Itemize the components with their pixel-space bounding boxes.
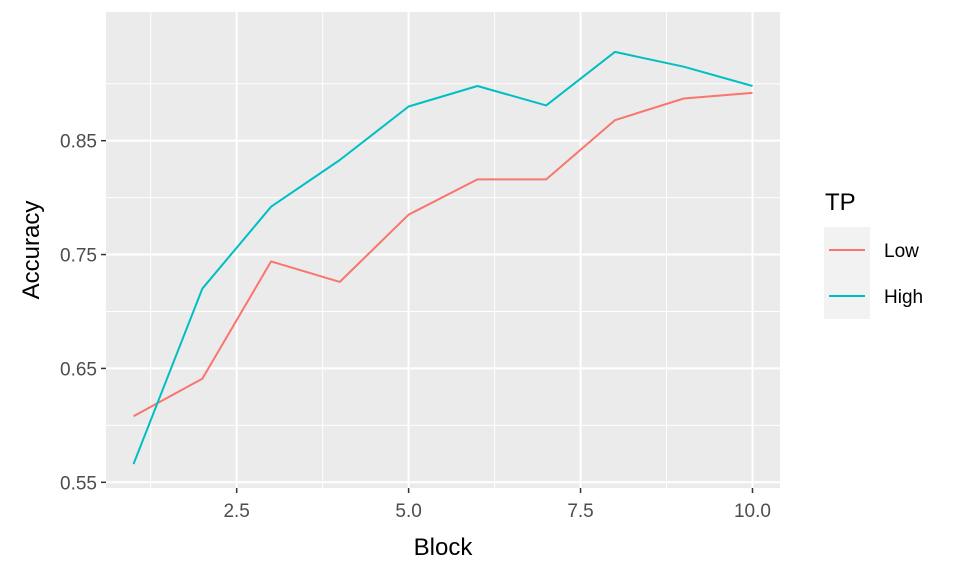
x-tick-label: 7.5 [567,501,593,522]
y-tick-label: 0.75 [60,246,97,267]
y-tick-label: 0.55 [60,473,97,494]
y-tick-label: 0.65 [60,359,97,380]
x-tick-label: 5.0 [395,501,421,522]
y-axis-title: Accuracy [18,201,45,300]
legend-label-high: High [884,287,923,308]
legend-title: TP [825,189,856,216]
x-tick-label: 10.0 [734,501,771,522]
y-tick-label: 0.85 [60,132,97,153]
legend: TP Low High [824,189,923,319]
major-gridlines [106,12,780,488]
plot-panel [106,12,780,488]
legend-label-low: Low [884,241,919,262]
x-tick-label: 2.5 [223,501,249,522]
y-axis: 0.55 0.65 0.75 0.85 [60,132,106,494]
x-axis-title: Block [414,534,474,561]
series-line-low [133,91,753,418]
x-axis: 2.5 5.0 7.5 10.0 [223,488,771,522]
series-lines [132,50,753,465]
series-line-high [132,50,753,465]
legend-key-background [824,227,870,319]
